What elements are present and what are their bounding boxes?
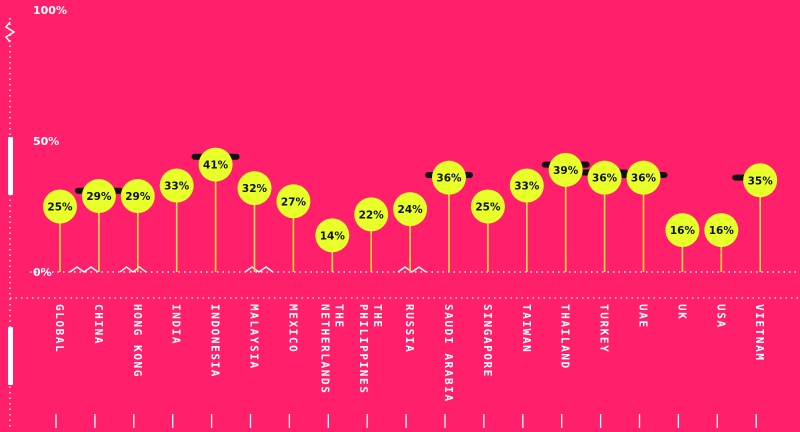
lollipop-bubble xyxy=(315,218,350,253)
lollipop-bubble xyxy=(237,171,272,206)
category-label: PHILIPPINES xyxy=(357,304,370,394)
data-label: 22% xyxy=(359,209,385,221)
data-label: 36% xyxy=(631,173,657,185)
lollipop-bubble xyxy=(198,147,233,182)
lollipop-bubble xyxy=(704,213,739,248)
category-label: USA xyxy=(714,304,727,329)
data-label: 32% xyxy=(242,183,268,195)
category-label-layer: GLOBAL CHINA HONG KONG INDIA INDONESIA MALAYS… xyxy=(53,304,766,428)
category-label: THE xyxy=(332,304,345,329)
scroll-indicator-top xyxy=(8,137,13,195)
category-label: TAIWAN xyxy=(520,304,533,353)
lollipop-bubble xyxy=(743,163,778,198)
category-label: MALAYSIA xyxy=(248,304,261,370)
y-tick-label: 50% xyxy=(33,135,59,148)
category-label: THAILAND xyxy=(559,304,572,370)
scroll-indicator-bottom xyxy=(8,327,13,385)
data-label: 24% xyxy=(398,204,424,216)
category-label: UK xyxy=(675,304,688,320)
data-label: 36% xyxy=(436,173,462,185)
axis-break-icon xyxy=(4,21,16,43)
data-label: 41% xyxy=(203,160,229,172)
baseline-break-icon xyxy=(69,266,99,273)
data-label: 16% xyxy=(670,225,696,237)
data-label: 33% xyxy=(164,181,190,193)
lollipop-bubble xyxy=(276,184,311,219)
category-label: HONG KONG xyxy=(131,304,144,378)
lollipop-bubble xyxy=(43,189,77,224)
baseline-break-icon xyxy=(244,266,274,273)
category-label: NETHERLANDS xyxy=(318,304,331,394)
category-label: GLOBAL xyxy=(53,304,66,353)
lollipop-bubble xyxy=(393,192,428,227)
category-label: SINGAPORE xyxy=(481,304,494,378)
y-tick-label: 100% xyxy=(33,4,67,17)
category-label: TURKEY xyxy=(598,304,611,353)
data-label: 33% xyxy=(514,181,540,193)
category-label: CHINA xyxy=(92,304,105,345)
axis-layer: 100% 50% 0% xyxy=(4,4,800,430)
category-label: UAE xyxy=(637,304,650,329)
lollipop-bubble xyxy=(159,168,194,203)
data-label: 16% xyxy=(709,225,735,237)
lollipop-bubble xyxy=(587,160,622,195)
category-label: INDONESIA xyxy=(209,304,222,378)
data-label: 25% xyxy=(47,202,73,214)
category-label: INDIA xyxy=(170,304,183,345)
baseline-break-icon xyxy=(119,266,147,273)
lollipop-bubble xyxy=(626,160,661,195)
data-label: 14% xyxy=(320,230,346,242)
data-label: 29% xyxy=(125,191,151,203)
data-label: 25% xyxy=(475,202,501,214)
lollipop-bubble xyxy=(432,160,466,195)
y-tick-label: 0% xyxy=(33,266,52,279)
category-label: THE xyxy=(371,304,384,329)
data-label: 36% xyxy=(592,173,618,185)
lollipop-bubble xyxy=(548,152,583,187)
lollipop-bubble xyxy=(81,179,116,214)
category-label: RUSSIA xyxy=(403,304,416,353)
category-label: VIETNAM xyxy=(753,304,766,362)
bubble-layer: 25% 29% 29% 33% 41% 32% 27% 14% 22% 24% 36% 25% 33% 3… xyxy=(43,147,778,253)
data-label: 39% xyxy=(553,165,579,177)
lollipop-bubble xyxy=(354,197,389,232)
lollipop-bubble xyxy=(120,179,155,214)
data-label: 27% xyxy=(281,196,307,208)
lollipop-bubble xyxy=(509,168,544,203)
data-label: 29% xyxy=(86,191,112,203)
baseline-break-icon xyxy=(397,266,427,273)
category-label: MEXICO xyxy=(286,304,299,353)
lollipop-bubble xyxy=(470,189,505,224)
category-label: SAUDI ARABIA xyxy=(442,304,455,403)
data-label: 35% xyxy=(748,175,774,187)
lollipop-bubble xyxy=(665,213,700,248)
